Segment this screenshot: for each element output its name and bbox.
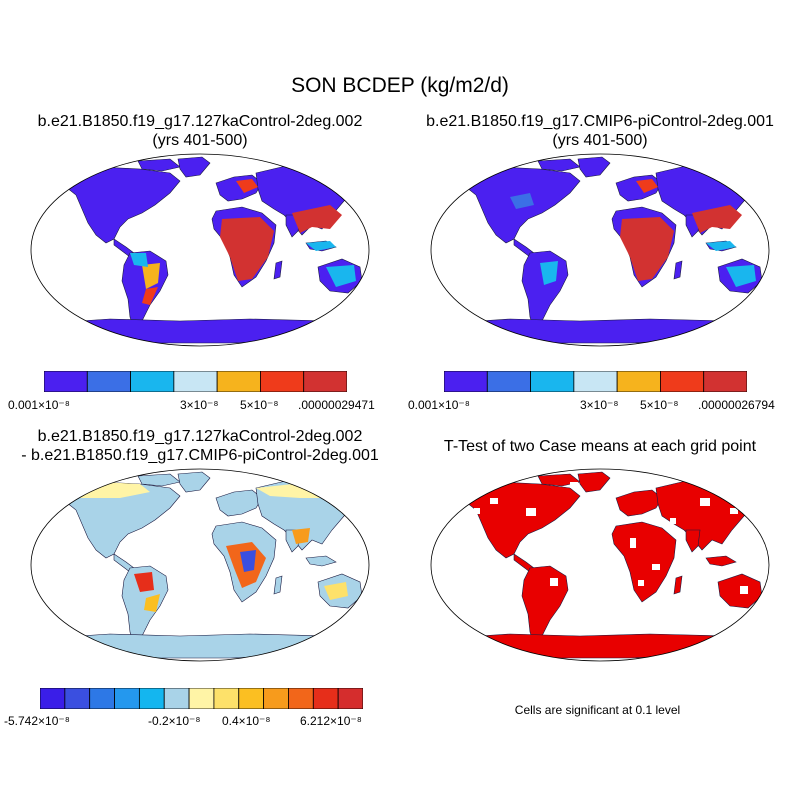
significance-note: Cells are significant at 0.1 level [514, 703, 681, 717]
panel1-colorbar-swatch-0 [43, 370, 88, 393]
panel2-cb-label-3: 5×10⁻⁸ [640, 398, 679, 412]
panel1-colorbar-swatch-1 [86, 370, 131, 393]
panel3-colorbar-swatch-0 [39, 687, 66, 710]
panel3-colorbar-swatch-4 [138, 687, 165, 710]
panel2-title-line2: (yrs 401-500) [552, 132, 648, 149]
panel1-map [30, 153, 370, 347]
panel2-cb-label-4: .00000026794 [698, 398, 775, 412]
panel3-colorbar-swatch-7 [213, 687, 240, 710]
panel2-cb-label-1: 0.001×10⁻⁸ [408, 398, 470, 412]
panel4-title-line1: T-Test of two Case means at each grid po… [443, 438, 757, 455]
panel1-colorbar-swatch-2 [130, 370, 175, 393]
panel3-cb-label-3: 0.4×10⁻⁸ [222, 714, 271, 728]
panel1-colorbar-swatch-3 [173, 370, 218, 393]
panel3-colorbar-swatch-2 [89, 687, 115, 710]
panel3-colorbar-swatch-5 [163, 687, 190, 710]
panel3-cb-label-4: 6.212×10⁻⁸ [300, 714, 362, 728]
panel3-title: b.e21.B1850.f19_g17.127kaControl-2deg.00… [0, 427, 400, 465]
figure-title: SON BCDEP (kg/m2/d) [291, 74, 509, 97]
panel3-colorbar-swatch-8 [238, 687, 265, 710]
panel1-colorbar-swatch-4 [216, 370, 261, 393]
panel3-colorbar-swatch-9 [263, 687, 289, 710]
panel3-colorbar [39, 687, 364, 710]
panel2-map [430, 153, 770, 347]
panel2-colorbar-swatch-3 [573, 370, 618, 393]
panel3-map [30, 468, 370, 662]
panel2-colorbar-swatch-0 [443, 370, 488, 393]
panel2-cb-label-2: 3×10⁻⁸ [580, 398, 619, 412]
panel2-colorbar-swatch-1 [486, 370, 531, 393]
panel1-colorbar-swatch-5 [260, 370, 305, 393]
panel1-cb-label-3: 5×10⁻⁸ [240, 398, 279, 412]
panel1-cb-label-4: .00000029471 [298, 398, 375, 412]
panel3-colorbar-swatch-1 [64, 687, 91, 710]
panel4-map [430, 468, 770, 662]
panel3-colorbar-swatch-12 [337, 687, 364, 710]
panel3-colorbar-swatch-6 [188, 687, 215, 710]
panel1-title: b.e21.B1850.f19_g17.127kaControl-2deg.00… [0, 112, 400, 150]
panel2-colorbar-swatch-6 [703, 370, 748, 393]
panel2-colorbar-swatch-5 [660, 370, 705, 393]
panel1-cb-label-2: 3×10⁻⁸ [180, 398, 219, 412]
panel4-title: T-Test of two Case means at each grid po… [400, 437, 800, 456]
panel2-title-line1: b.e21.B1850.f19_g17.CMIP6-piControl-2deg… [426, 113, 774, 130]
panel2-title: b.e21.B1850.f19_g17.CMIP6-piControl-2deg… [400, 112, 800, 150]
panel1-colorbar [43, 370, 348, 393]
panel3-colorbar-swatch-3 [114, 687, 140, 710]
panel3-title-line2: - b.e21.B1850.f19_g17.CMIP6-piControl-2d… [21, 447, 379, 464]
panel1-title-line2: (yrs 401-500) [152, 132, 248, 149]
panel2-colorbar-swatch-2 [530, 370, 575, 393]
panel3-colorbar-swatch-10 [288, 687, 314, 710]
panel2-colorbar-swatch-4 [616, 370, 661, 393]
panel2-colorbar [443, 370, 748, 393]
panel3-cb-label-2: -0.2×10⁻⁸ [148, 714, 201, 728]
panel3-cb-label-1: -5.742×10⁻⁸ [4, 714, 70, 728]
panel3-colorbar-swatch-11 [312, 687, 339, 710]
panel3-title-line1: b.e21.B1850.f19_g17.127kaControl-2deg.00… [37, 428, 363, 445]
panel1-cb-label-1: 0.001×10⁻⁸ [8, 398, 70, 412]
panel1-colorbar-swatch-6 [303, 370, 348, 393]
panel1-title-line1: b.e21.B1850.f19_g17.127kaControl-2deg.00… [37, 113, 363, 130]
